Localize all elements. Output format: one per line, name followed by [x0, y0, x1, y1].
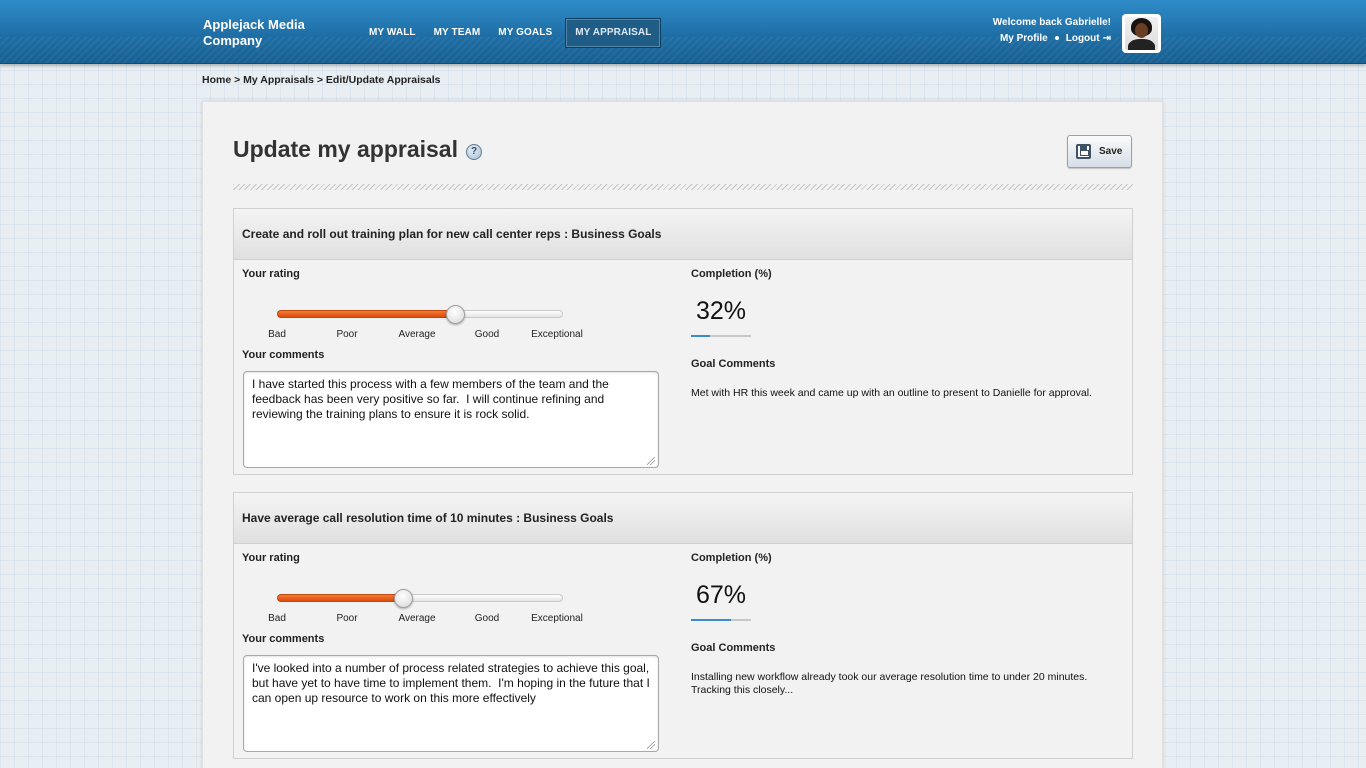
goal-title: Have average call resolution time of 10 … — [234, 493, 1132, 544]
scale-label-exceptional: Exceptional — [531, 613, 583, 624]
completion-value: 32% — [696, 297, 747, 325]
help-icon[interactable]: ? — [466, 144, 482, 160]
progress-fill — [691, 619, 732, 621]
goal-comments-label: Goal Comments — [691, 358, 776, 370]
welcome-message: Welcome back Gabrielle! — [992, 17, 1111, 28]
scale-label-bad: Bad — [268, 329, 286, 340]
nav-my-wall[interactable]: MY WALL — [369, 27, 416, 38]
comments-label: Your comments — [242, 349, 325, 361]
resize-grip[interactable] — [647, 741, 655, 749]
page-title: Update my appraisal — [233, 136, 458, 162]
scale-label-average: Average — [398, 613, 436, 624]
scale-label-good: Good — [474, 613, 500, 624]
rating-slider[interactable] — [277, 589, 563, 608]
completion-progress-bar — [691, 619, 751, 621]
logout-link[interactable]: Logout — [1065, 33, 1100, 44]
completion-value: 67% — [696, 581, 747, 609]
resize-grip[interactable] — [647, 457, 655, 465]
appraisal-panel: Update my appraisal ? Save Create and ro… — [202, 101, 1163, 768]
breadcrumb-text[interactable]: Home > My Appraisals > Edit/Update Appra… — [202, 74, 441, 86]
comments-textarea[interactable]: I've looked into a number of process rel… — [243, 655, 659, 752]
company-name: Applejack Media Company — [203, 17, 305, 48]
avatar[interactable] — [1122, 14, 1161, 53]
slider-handle[interactable] — [393, 589, 413, 608]
goal-card: Create and roll out training plan for ne… — [233, 208, 1133, 475]
nav-my-goals[interactable]: MY GOALS — [498, 27, 553, 38]
completion-progress-bar — [691, 335, 751, 337]
scale-label-good: Good — [474, 329, 500, 340]
nav-my-appraisal[interactable]: MY APPRAISAL — [565, 18, 662, 48]
completion-label: Completion (%) — [691, 552, 772, 564]
scale-label-bad: Bad — [268, 613, 286, 624]
hatched-divider — [233, 184, 1133, 190]
comments-textarea[interactable]: I have started this process with a few m… — [243, 371, 659, 468]
save-label: Save — [1099, 146, 1123, 157]
breadcrumb: Home > My Appraisals > Edit/Update Appra… — [202, 74, 440, 86]
user-photo — [1125, 17, 1158, 50]
goal-comment-text: Met with HR this week and came up with a… — [691, 387, 1092, 399]
scale-label-exceptional: Exceptional — [531, 329, 583, 340]
user-box: Welcome back Gabrielle! My Profile Logout… — [993, 16, 1111, 45]
goal-card: Have average call resolution time of 10 … — [233, 492, 1133, 759]
slider-fill — [277, 310, 456, 318]
scale-label-average: Average — [398, 329, 436, 340]
completion-label: Completion (%) — [691, 268, 772, 280]
goal-comment-text: Installing new workflow already took our… — [691, 671, 1088, 696]
separator-dot — [1054, 36, 1059, 41]
goal-comments-label: Goal Comments — [691, 642, 776, 654]
goal-title: Create and roll out training plan for ne… — [234, 209, 1132, 260]
nav-my-team[interactable]: MY TEAM — [433, 27, 481, 38]
scale-label-poor: Poor — [336, 613, 358, 624]
user-links: My Profile Logout ⇥ — [993, 32, 1111, 45]
my-profile-link[interactable]: My Profile — [999, 33, 1048, 44]
main-nav: MY WALL MY TEAM MY GOALS MY APPRAISAL — [360, 18, 662, 48]
progress-fill — [691, 335, 711, 337]
slider-fill — [277, 594, 403, 602]
scale-label-poor: Poor — [336, 329, 358, 340]
comments-label: Your comments — [242, 633, 325, 645]
logout-icon[interactable]: ⇥ — [1102, 33, 1111, 44]
floppy-disk-icon — [1076, 144, 1091, 159]
top-navigation-bar: Applejack Media Company MY WALL MY TEAM … — [0, 0, 1366, 64]
save-button[interactable]: Save — [1067, 135, 1132, 168]
rating-label: Your rating — [242, 268, 300, 280]
rating-slider[interactable] — [277, 305, 563, 324]
slider-handle[interactable] — [446, 305, 466, 324]
rating-label: Your rating — [242, 552, 300, 564]
